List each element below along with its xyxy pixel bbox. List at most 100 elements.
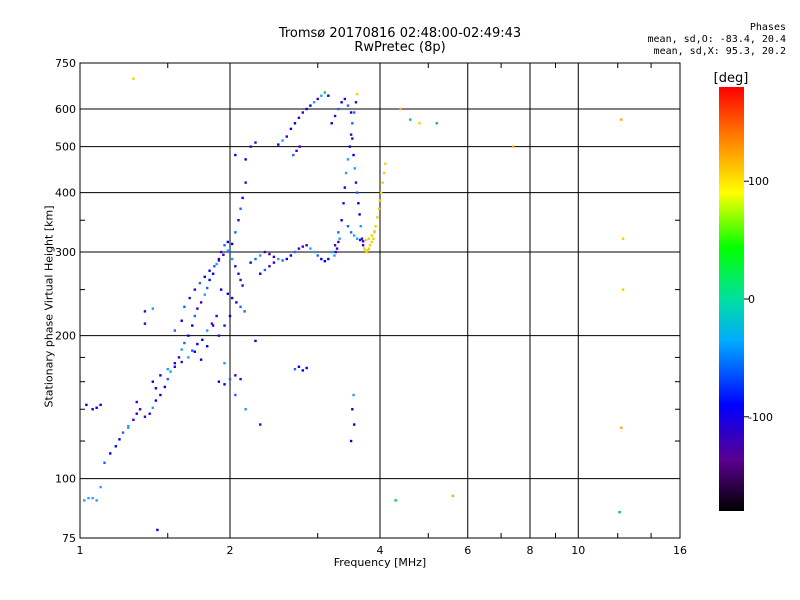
data-point [239, 278, 242, 282]
data-point [323, 91, 327, 94]
data-point [263, 250, 267, 254]
data-point [312, 250, 316, 254]
data-point [338, 237, 341, 240]
data-point [259, 272, 262, 275]
data-point [249, 145, 252, 148]
data-point [343, 186, 347, 189]
data-point [305, 107, 308, 111]
data-point [203, 293, 206, 296]
x-tick-label: 1 [77, 544, 84, 557]
data-point [358, 238, 362, 242]
data-point [226, 292, 230, 296]
data-point [337, 107, 340, 111]
data-point [138, 408, 142, 411]
data-point [348, 145, 352, 148]
data-point [281, 259, 284, 262]
y-tick-label: 500 [55, 141, 76, 154]
data-point [201, 338, 204, 342]
data-point [293, 122, 297, 125]
data-point [409, 118, 412, 121]
data-point [354, 181, 358, 184]
data-point [343, 97, 347, 101]
data-point [219, 288, 223, 291]
data-point [327, 94, 330, 97]
data-point [215, 262, 218, 266]
data-point [320, 257, 323, 261]
data-point [234, 393, 237, 397]
data-point [285, 135, 288, 138]
data-point [127, 424, 130, 428]
data-point [180, 348, 183, 351]
data-point [234, 231, 237, 234]
data-point [365, 250, 368, 254]
data-point [163, 385, 167, 389]
data-point [188, 296, 191, 300]
data-point [210, 322, 214, 325]
data-point [301, 369, 305, 372]
y-tick-label: 750 [55, 57, 76, 70]
data-point [237, 272, 240, 275]
data-point [205, 329, 209, 332]
data-point [244, 408, 247, 411]
data-point [118, 438, 121, 441]
data-point [435, 122, 438, 125]
data-point [355, 237, 359, 240]
data-point [154, 387, 158, 390]
y-tick-label: 300 [55, 246, 76, 259]
data-point [352, 423, 356, 426]
data-point [351, 137, 354, 140]
data-point [511, 145, 515, 148]
data-point [363, 247, 366, 250]
data-point [254, 339, 257, 343]
data-point [334, 250, 337, 254]
data-point [295, 149, 298, 153]
colorbar-label: [deg] [714, 71, 749, 86]
data-point [301, 245, 305, 248]
data-point [208, 278, 211, 282]
data-point [351, 122, 354, 125]
colorbar-tick-label: 0 [748, 293, 755, 306]
data-point [370, 234, 373, 237]
chart-title: Tromsø 20170816 02:48:00-02:49:43 [278, 26, 522, 41]
data-point [114, 445, 118, 448]
data-point [366, 249, 369, 252]
data-point [320, 94, 323, 97]
data-point [199, 358, 203, 361]
data-point [281, 139, 284, 142]
data-point [234, 374, 237, 377]
data-point [323, 259, 327, 263]
data-point [272, 255, 276, 259]
data-point [85, 403, 88, 407]
data-point [217, 380, 221, 383]
data-point [156, 528, 159, 532]
data-point [151, 406, 155, 409]
data-point [143, 310, 147, 313]
plot-frame [79, 62, 681, 539]
data-point [368, 244, 372, 247]
data-point [183, 305, 186, 309]
data-point [383, 171, 386, 175]
data-point [196, 307, 199, 310]
data-point [259, 254, 262, 257]
data-point [135, 412, 138, 415]
phase-stats-heading: Phases [749, 22, 786, 33]
data-point [223, 383, 226, 386]
data-point [297, 116, 301, 120]
data-point [244, 158, 247, 161]
x-axis-label: Frequency [MHz] [333, 556, 427, 569]
data-point [143, 415, 147, 418]
data-point [399, 107, 402, 111]
data-point [193, 350, 197, 353]
x-tick-label: 2 [227, 544, 234, 557]
phase-stats-o: mean, sd,O: -83.4, 20.4 [647, 34, 786, 45]
data-point [351, 408, 354, 411]
data-point [418, 122, 421, 125]
data-point [377, 207, 381, 210]
data-point [379, 191, 383, 194]
data-point [193, 314, 197, 318]
y-tick-label: 200 [55, 330, 76, 343]
data-point [239, 377, 242, 381]
data-point [263, 268, 267, 272]
data-point [234, 153, 237, 157]
